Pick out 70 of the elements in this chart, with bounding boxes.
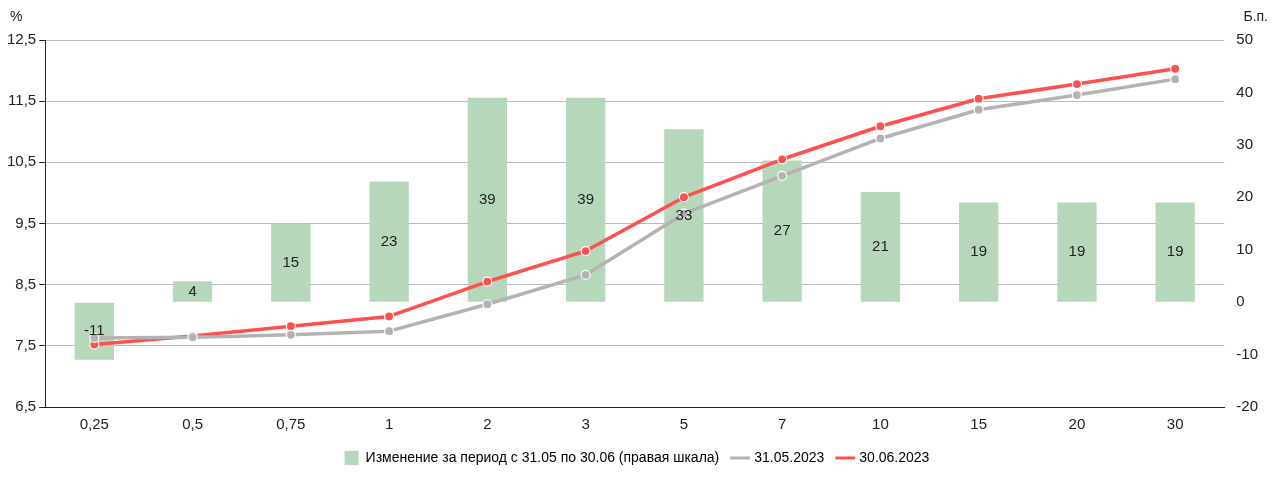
point	[482, 299, 493, 310]
bar	[1155, 202, 1195, 302]
data-label: 4	[188, 281, 197, 299]
x-tick-label: 7	[777, 415, 787, 433]
point	[1170, 63, 1181, 74]
point	[384, 311, 395, 322]
legend-label: 30.06.2023	[859, 448, 930, 465]
data-label: 15	[282, 252, 300, 270]
point	[678, 192, 689, 203]
bar	[664, 129, 704, 302]
point	[1071, 78, 1083, 90]
bar	[959, 202, 999, 302]
data-label: 19	[1068, 242, 1086, 260]
legend-label: 31.05.2023	[754, 448, 825, 465]
bar	[1057, 202, 1097, 302]
x-tick-label: 2	[483, 415, 492, 433]
y2-tick-label: 50	[1236, 30, 1254, 48]
bar	[271, 223, 311, 302]
point	[580, 245, 591, 257]
data-label: 19	[970, 242, 988, 260]
point	[580, 269, 591, 280]
x-tick-label: 5	[679, 415, 689, 433]
y2-tick-label: 10	[1236, 239, 1254, 257]
y-tick-label: 8,5	[15, 274, 37, 292]
y-tick-label: 7,5	[15, 335, 37, 353]
point	[777, 154, 788, 165]
point	[875, 133, 886, 144]
y2-tick-label: 20	[1236, 187, 1254, 205]
y2-axis-title: Б.п.	[1243, 7, 1268, 24]
x-tick-label: 0,5	[182, 415, 204, 433]
point	[973, 93, 984, 104]
y2-tick-label: 30	[1236, 135, 1254, 152]
y-tick-label: 12,5	[6, 30, 37, 48]
y-tick-label: 11,5	[8, 91, 37, 109]
data-label: -11	[84, 321, 105, 339]
x-tick-label: 15	[970, 415, 988, 433]
x-tick-label: 30	[1166, 415, 1184, 433]
data-label: 21	[872, 236, 889, 254]
data-label: 39	[479, 189, 496, 207]
legend-label: Изменение за период с 31.05 по 30.06 (правая шкала)	[365, 448, 720, 465]
y-axis-title: %	[10, 7, 23, 24]
bar	[860, 192, 901, 302]
y-tick-label: 9,5	[15, 213, 37, 231]
x-tick-label: 0,75	[276, 415, 306, 433]
x-tick-label: 10	[872, 415, 889, 433]
data-label: 19	[1166, 242, 1184, 260]
point	[482, 276, 493, 287]
y2-tick-label: -10	[1236, 344, 1259, 362]
bar	[467, 97, 508, 302]
bar	[762, 160, 802, 302]
point	[777, 170, 788, 181]
x-tick-label: 0,25	[79, 415, 109, 433]
y2-tick-label: 40	[1236, 82, 1254, 100]
point	[875, 121, 886, 132]
x-tick-label: 20	[1068, 415, 1086, 433]
y2-tick-label: 0	[1236, 292, 1245, 310]
bar	[369, 181, 409, 302]
data-label: 27	[773, 221, 791, 239]
point	[285, 329, 296, 340]
bar	[172, 281, 213, 302]
point	[973, 104, 984, 115]
y-tick-label: 10,5	[6, 152, 37, 170]
data-label: 23	[380, 231, 398, 249]
x-tick-label: 1	[384, 415, 394, 433]
x-tick-label: 3	[581, 415, 590, 433]
data-label: 33	[675, 205, 693, 223]
bar	[565, 97, 606, 302]
y-tick-label: 6,5	[15, 397, 37, 415]
data-label: 39	[577, 189, 594, 207]
y2-tick-label: -20	[1236, 397, 1259, 415]
